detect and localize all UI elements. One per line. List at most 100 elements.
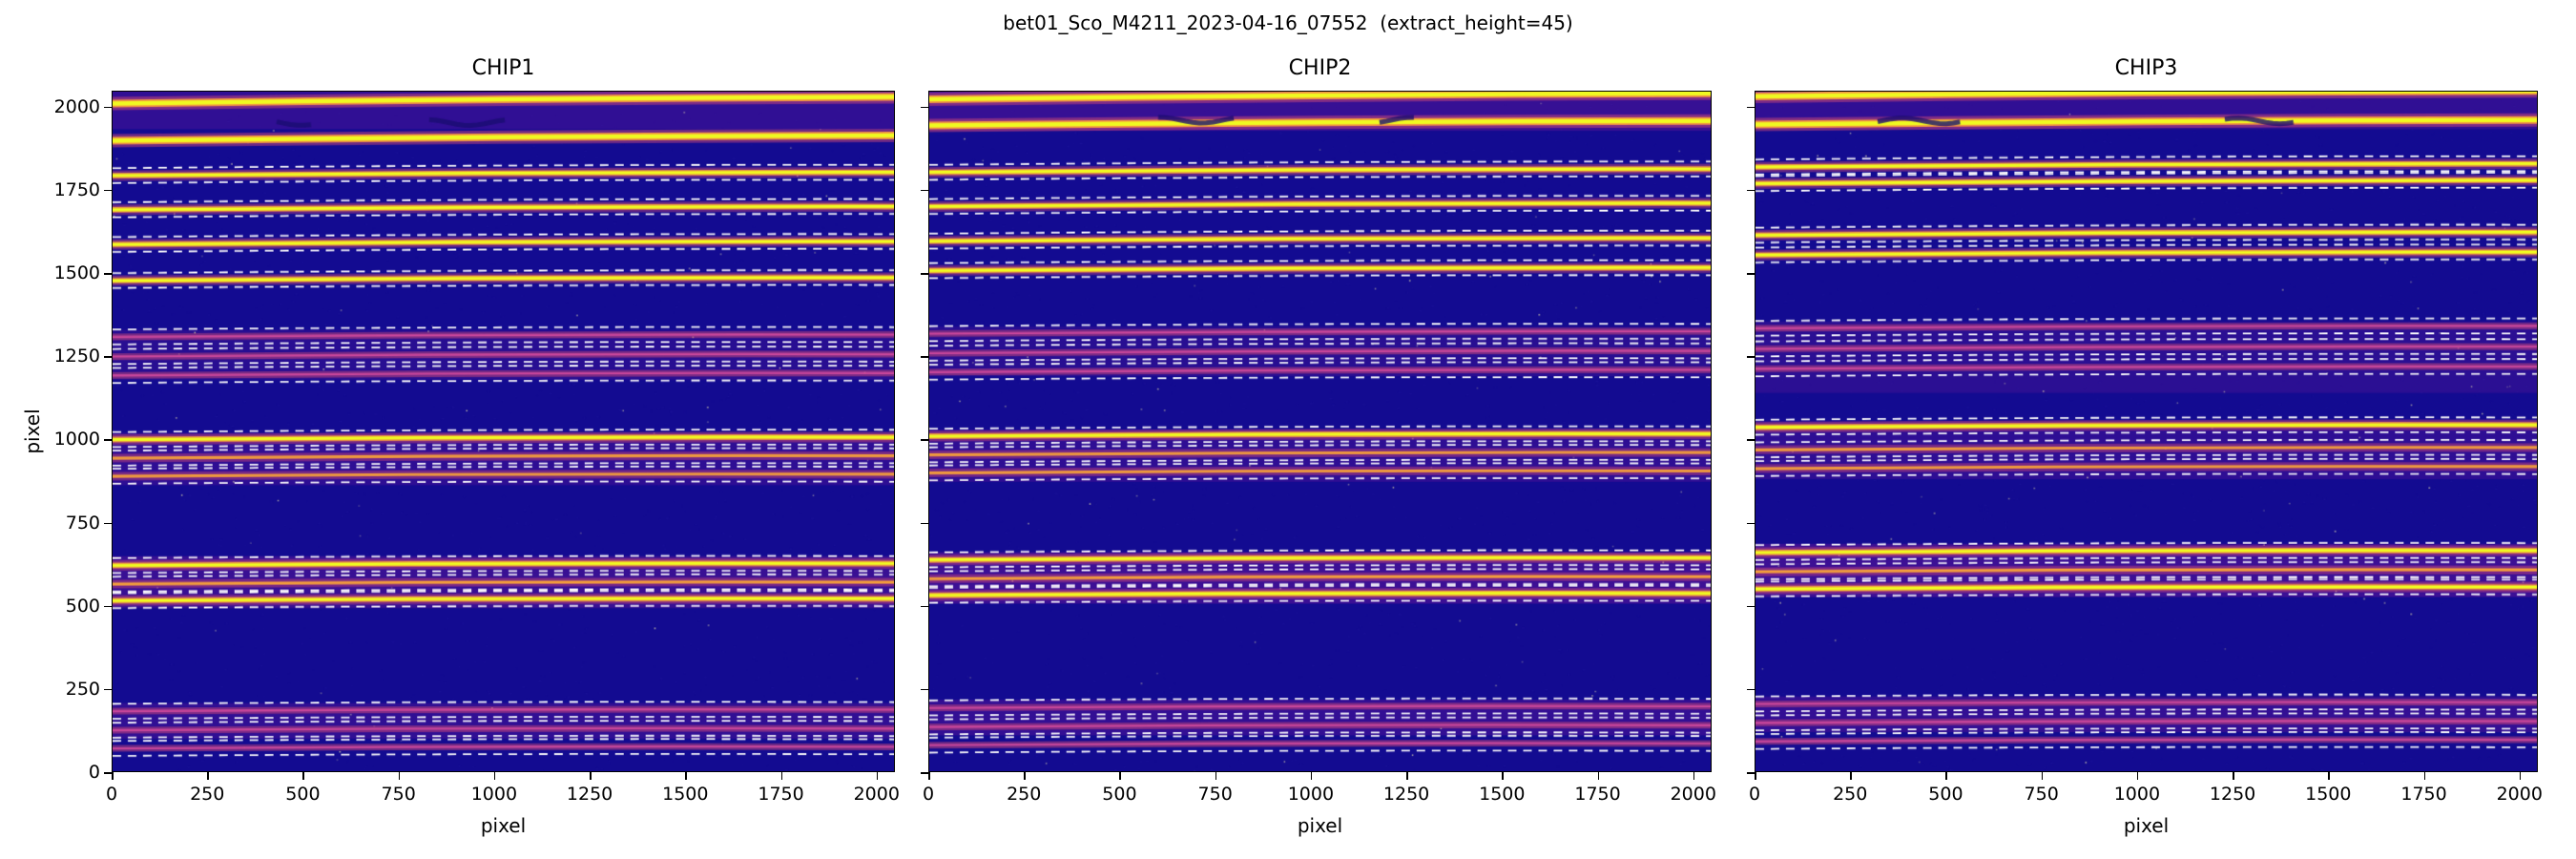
y-tick-mark bbox=[1747, 356, 1755, 358]
x-tick-label: 1250 bbox=[1382, 784, 1430, 805]
y-tick-mark bbox=[921, 106, 928, 109]
x-tick-label: 750 bbox=[381, 784, 416, 805]
y-tick-mark bbox=[1747, 605, 1755, 608]
y-tick-mark bbox=[921, 688, 928, 691]
axes-frame bbox=[928, 91, 1712, 772]
y-tick-mark bbox=[104, 772, 112, 774]
chip-title: CHIP2 bbox=[1288, 56, 1352, 80]
axes-frame bbox=[112, 91, 895, 772]
spectral-image-canvas bbox=[929, 92, 1711, 771]
figure-suptitle: bet01_Sco_M4211_2023-04-16_07552 (extrac… bbox=[1003, 11, 1573, 34]
x-tick-mark bbox=[1693, 772, 1695, 780]
y-tick-label: 1500 bbox=[53, 262, 100, 284]
x-tick-mark bbox=[2423, 772, 2426, 780]
y-tick-mark bbox=[921, 522, 928, 525]
y-tick-mark bbox=[104, 439, 112, 441]
y-tick-mark bbox=[921, 356, 928, 358]
x-tick-label: 250 bbox=[1007, 784, 1042, 805]
x-tick-label: 0 bbox=[105, 784, 118, 805]
x-tick-label: 250 bbox=[1833, 784, 1868, 805]
y-tick-mark bbox=[921, 273, 928, 275]
y-tick-mark bbox=[1747, 106, 1755, 109]
x-tick-label: 2000 bbox=[2496, 784, 2543, 805]
x-tick-mark bbox=[1406, 772, 1408, 780]
x-tick-mark bbox=[876, 772, 879, 780]
x-tick-label: 1750 bbox=[758, 784, 804, 805]
x-tick-mark bbox=[1024, 772, 1026, 780]
x-tick-mark bbox=[2233, 772, 2234, 780]
y-tick-label: 750 bbox=[65, 512, 100, 534]
x-tick-mark bbox=[1597, 772, 1600, 780]
y-tick-mark bbox=[1747, 273, 1755, 275]
y-tick-mark bbox=[1747, 772, 1755, 774]
spectral-image-canvas bbox=[1755, 92, 2537, 771]
x-tick-label: 1000 bbox=[2113, 784, 2161, 805]
subplot-chip1: CHIP1 pixel 0 250 500 750 1000 1250 1500 1750 20… bbox=[54, 56, 900, 837]
x-tick-label: 500 bbox=[1928, 784, 1963, 805]
x-tick-label: 0 bbox=[922, 784, 935, 805]
y-tick-mark bbox=[921, 772, 928, 774]
spectral-image-canvas bbox=[113, 92, 894, 771]
y-tick-mark bbox=[921, 189, 928, 192]
y-tick-mark bbox=[104, 688, 112, 691]
y-tick-mark bbox=[104, 356, 112, 358]
x-tick-label: 1000 bbox=[1287, 784, 1335, 805]
x-tick-label: 1750 bbox=[1574, 784, 1621, 805]
x-tick-label: 1250 bbox=[2209, 784, 2256, 805]
chip-title: CHIP1 bbox=[471, 56, 535, 80]
x-tick-label: 1500 bbox=[1479, 784, 1526, 805]
x-tick-mark bbox=[928, 772, 930, 780]
x-axis-label: pixel bbox=[1297, 814, 1343, 837]
x-tick-mark bbox=[302, 772, 305, 780]
y-tick-mark bbox=[104, 189, 112, 192]
x-tick-label: 750 bbox=[1197, 784, 1233, 805]
y-tick-label: 250 bbox=[65, 678, 100, 700]
x-tick-mark bbox=[2328, 772, 2330, 780]
x-tick-mark bbox=[2519, 772, 2522, 780]
x-tick-mark bbox=[1502, 772, 1504, 780]
x-tick-label: 2000 bbox=[1670, 784, 1716, 805]
x-tick-label: 750 bbox=[2024, 784, 2059, 805]
y-axis-label: pixel bbox=[21, 409, 44, 454]
x-tick-label: 1000 bbox=[470, 784, 518, 805]
y-tick-label: 1000 bbox=[53, 429, 100, 450]
y-tick-mark bbox=[921, 605, 928, 608]
x-tick-label: 1500 bbox=[662, 784, 709, 805]
y-tick-label: 0 bbox=[88, 762, 100, 783]
x-tick-mark bbox=[493, 772, 496, 780]
y-tick-mark bbox=[1747, 522, 1755, 525]
y-tick-mark bbox=[104, 605, 112, 608]
chip-title: CHIP3 bbox=[2114, 56, 2178, 80]
x-tick-mark bbox=[1945, 772, 1948, 780]
x-tick-mark bbox=[1119, 772, 1122, 780]
y-tick-mark bbox=[104, 522, 112, 525]
x-tick-mark bbox=[2041, 772, 2044, 780]
x-tick-mark bbox=[398, 772, 401, 780]
x-tick-label: 0 bbox=[1748, 784, 1761, 805]
x-tick-mark bbox=[1310, 772, 1313, 780]
x-tick-mark bbox=[207, 772, 209, 780]
y-tick-label: 2000 bbox=[53, 95, 100, 117]
y-tick-mark bbox=[104, 273, 112, 275]
subplot-chip2: CHIP2 pixel 0 250 500 750 1000 1250 1500 1750 20… bbox=[921, 56, 1716, 837]
x-tick-label: 1500 bbox=[2305, 784, 2352, 805]
y-tick-mark bbox=[104, 106, 112, 109]
x-tick-label: 500 bbox=[1102, 784, 1137, 805]
x-tick-label: 2000 bbox=[853, 784, 900, 805]
x-tick-mark bbox=[1215, 772, 1217, 780]
x-tick-mark bbox=[685, 772, 687, 780]
y-tick-mark bbox=[1747, 688, 1755, 691]
x-axis-label: pixel bbox=[480, 814, 527, 837]
y-tick-mark bbox=[921, 439, 928, 441]
x-tick-mark bbox=[112, 772, 114, 780]
x-tick-mark bbox=[2136, 772, 2139, 780]
y-tick-mark bbox=[1747, 189, 1755, 192]
x-tick-label: 500 bbox=[285, 784, 321, 805]
x-tick-mark bbox=[590, 772, 592, 780]
x-axis-label: pixel bbox=[2123, 814, 2170, 837]
x-tick-label: 250 bbox=[190, 784, 225, 805]
axes-frame bbox=[1755, 91, 2538, 772]
x-tick-mark bbox=[780, 772, 783, 780]
subplot-chip3: CHIP3 pixel 0 250 500 750 1000 1250 1500 1750 20… bbox=[1747, 56, 2543, 837]
